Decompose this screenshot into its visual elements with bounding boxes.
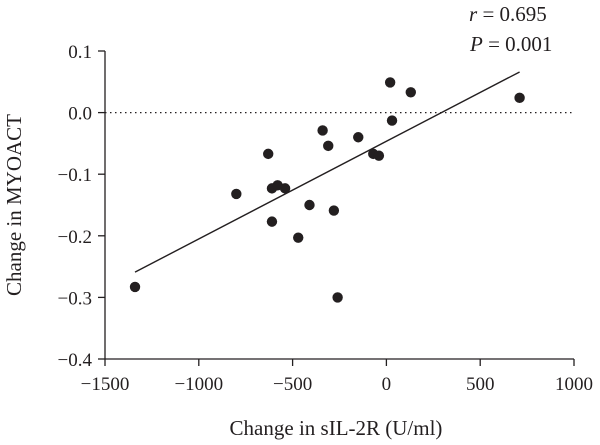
data-point [332,292,343,303]
x-tick-label: −1000 [174,374,223,395]
data-point [323,140,334,152]
data-point [373,150,385,161]
y-tick-label: −0.1 [58,165,92,186]
x-tick-label: 1000 [555,374,593,395]
x-tick-label: 0 [382,374,392,395]
y-tick-label: −0.4 [58,350,93,371]
data-point [386,115,398,126]
data-point [304,199,315,211]
data-point [129,281,141,293]
plot-area [104,51,574,360]
y-tick-label: −0.3 [58,288,92,309]
y-tick-label: 0.0 [68,104,92,125]
regression-line [134,71,520,273]
x-axis-ticks: −1500 −1000 −500 0 500 1000 [81,359,593,395]
data-point [384,77,396,88]
x-tick-label: −1500 [81,374,130,395]
x-tick-label: −500 [273,374,312,395]
data-points [129,77,525,303]
data-point [293,232,304,243]
p-value: = 0.001 [483,32,553,56]
y-tick-label: −0.2 [58,227,92,248]
r-symbol: r [469,2,478,26]
data-point [317,125,328,136]
data-point [231,188,242,200]
p-annotation: P = 0.001 [469,32,552,56]
y-axis-ticks: −0.4 −0.3 −0.2 −0.1 0.0 0.1 [58,42,105,371]
p-symbol: P [469,32,483,56]
y-tick-label: 0.1 [68,42,92,63]
y-axis-title: Change in MYOACT [2,114,26,296]
r-value: = 0.695 [477,2,547,26]
x-axis-title: Change in sIL-2R (U/ml) [230,416,443,440]
data-point [266,216,278,227]
data-point [405,87,416,98]
data-point [353,132,364,143]
data-point [263,148,274,160]
data-point [328,205,340,216]
data-point [279,183,291,194]
x-tick-label: 500 [466,374,495,395]
data-point [514,92,525,104]
r-annotation: r = 0.695 [469,2,547,26]
